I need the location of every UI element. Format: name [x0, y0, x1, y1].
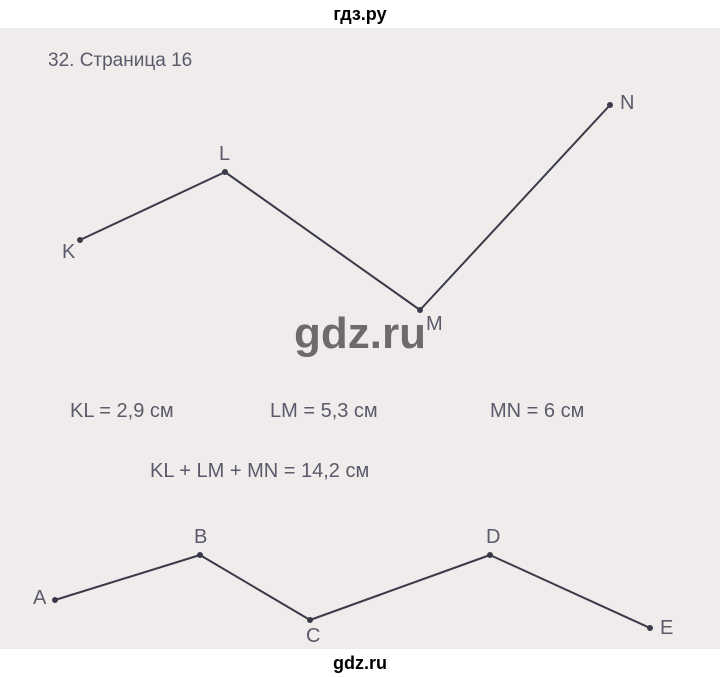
- site-header: гдз.ру: [0, 0, 720, 28]
- svg-text:E: E: [660, 617, 673, 639]
- exercise-heading: 32. Страница 16: [48, 50, 192, 72]
- measure-mn: MN = 6 см: [490, 400, 584, 423]
- svg-text:D: D: [486, 526, 500, 548]
- svg-text:K: K: [62, 241, 76, 263]
- diagram-klmn: K L M N: [62, 92, 634, 335]
- diagrams-svg: K L M N A B C D E: [0, 0, 720, 677]
- svg-text:N: N: [620, 92, 634, 114]
- measure-sum: KL + LM + MN = 14,2 см: [150, 460, 369, 483]
- diagram-abcde: A B C D E: [33, 526, 673, 647]
- watermark-text: gdz.ru: [294, 309, 426, 358]
- site-footer-text: gdz.ru: [333, 653, 387, 673]
- measure-kl: KL = 2,9 см: [70, 400, 174, 423]
- svg-text:M: M: [426, 313, 443, 335]
- site-footer: gdz.ru: [0, 649, 720, 677]
- svg-text:B: B: [194, 526, 207, 548]
- svg-text:A: A: [33, 587, 47, 609]
- site-header-text: гдз.ру: [333, 4, 386, 24]
- watermark: gdz.ru: [294, 309, 426, 359]
- svg-text:L: L: [219, 143, 230, 165]
- svg-text:C: C: [306, 625, 320, 647]
- measure-lm: LM = 5,3 см: [270, 400, 378, 423]
